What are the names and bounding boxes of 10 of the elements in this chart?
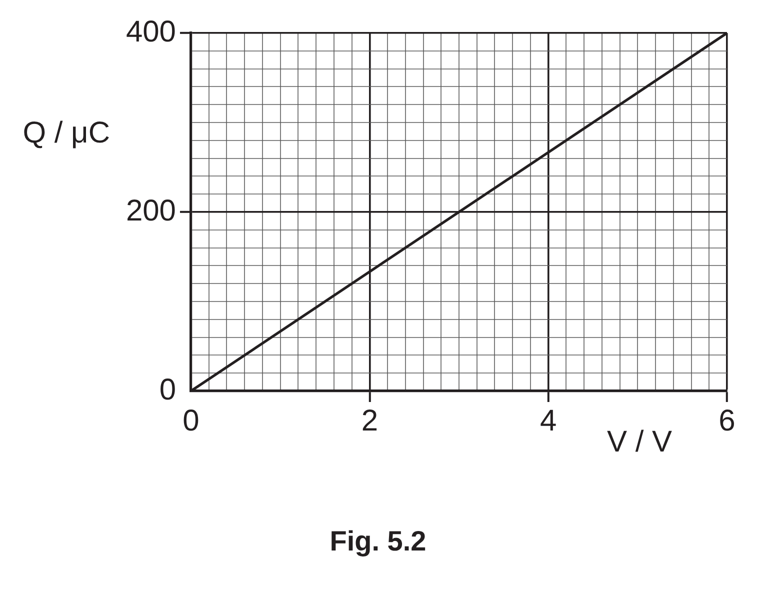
y-tick-label: 400 xyxy=(126,15,176,48)
x-tick-label: 4 xyxy=(540,404,557,438)
y-axis-title: Q / μC xyxy=(22,116,110,150)
y-tick-label: 200 xyxy=(126,194,176,228)
x-tick-label: 6 xyxy=(718,404,736,438)
y-tick-label: 0 xyxy=(159,373,176,406)
caption: Fig. 5.2 xyxy=(330,526,426,557)
x-tick-label: 2 xyxy=(361,404,378,438)
x-tick-label: 0 xyxy=(182,404,200,438)
x-axis-title: V / V xyxy=(606,425,672,458)
